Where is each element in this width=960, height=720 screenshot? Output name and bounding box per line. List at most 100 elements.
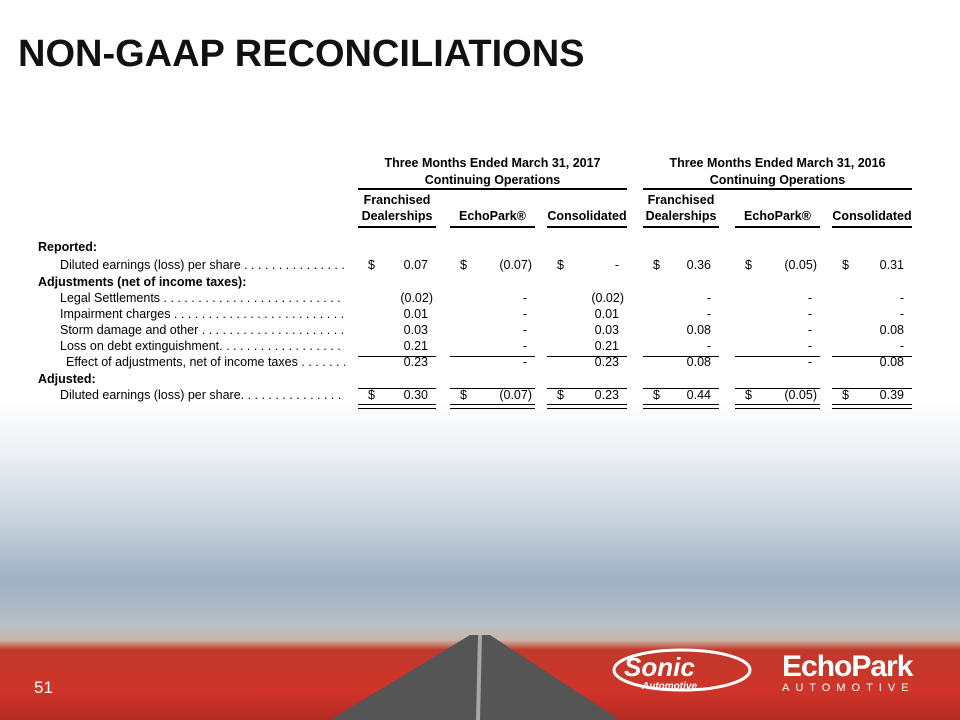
column-header-line2: Dealerships xyxy=(361,209,433,223)
column-header-line2: Consolidated xyxy=(547,209,627,223)
table-cell: 0.01 xyxy=(594,307,619,321)
sonic-automotive-logo: Sonic Automotive xyxy=(612,648,752,692)
table-cell: 0.23 xyxy=(403,355,428,369)
section-label: Reported: xyxy=(38,240,98,254)
currency-symbol: $ xyxy=(745,258,752,272)
table-cell: 0.08 xyxy=(686,323,711,337)
column-header-line1: Franchised xyxy=(363,193,431,207)
total-double-rule xyxy=(358,404,436,409)
header-rule xyxy=(358,188,627,190)
currency-symbol: $ xyxy=(460,388,467,402)
total-double-rule xyxy=(832,404,912,409)
column-header-rule xyxy=(735,226,820,228)
total-rule-top xyxy=(643,388,719,389)
row-label: Impairment charges . . . . . . . . . . .… xyxy=(60,307,345,321)
table-cell: - xyxy=(899,339,904,353)
table-cell: 0.07 xyxy=(403,258,428,272)
period-title: Three Months Ended March 31, 2017 xyxy=(384,156,601,170)
table-cell: 0.08 xyxy=(686,355,711,369)
column-header-rule xyxy=(547,226,627,228)
subtotal-rule xyxy=(735,356,820,357)
echopark-logo-text: EchoPark xyxy=(782,650,913,683)
table-cell: - xyxy=(807,323,812,337)
total-rule-top xyxy=(450,388,535,389)
column-header-line2: Consolidated xyxy=(832,209,912,223)
table-cell: 0.03 xyxy=(594,323,619,337)
total-rule-top xyxy=(832,388,912,389)
table-cell: - xyxy=(807,307,812,321)
echopark-logo: EchoPark AUTOMOTIVE xyxy=(782,650,915,694)
row-label: Diluted earnings (loss) per share . . . … xyxy=(60,258,345,272)
road-background-image xyxy=(330,635,620,720)
total-rule-top xyxy=(547,388,627,389)
column-header-rule xyxy=(832,226,912,228)
table-cell: - xyxy=(807,339,812,353)
table-cell: - xyxy=(706,291,711,305)
row-label: Loss on debt extinguishment. . . . . . .… xyxy=(60,339,345,353)
table-cell: 0.21 xyxy=(403,339,428,353)
column-header-line1: Franchised xyxy=(647,193,715,207)
row-label: Effect of adjustments, net of income tax… xyxy=(66,355,345,369)
table-cell: - xyxy=(522,339,527,353)
row-label: Diluted earnings (loss) per share. . . .… xyxy=(60,388,345,402)
table-cell: 0.36 xyxy=(686,258,711,272)
column-header-rule xyxy=(358,226,436,228)
table-cell: 0.01 xyxy=(403,307,428,321)
currency-symbol: $ xyxy=(368,388,375,402)
subtotal-rule xyxy=(832,356,912,357)
column-header-line2: Dealerships xyxy=(645,209,717,223)
table-cell: 0.23 xyxy=(594,355,619,369)
table-cell: (0.05) xyxy=(784,258,817,272)
echopark-logo-subtext: AUTOMOTIVE xyxy=(782,682,915,694)
table-cell: - xyxy=(614,258,619,272)
table-cell: - xyxy=(899,307,904,321)
subtotal-rule xyxy=(643,356,719,357)
section-label: Adjusted: xyxy=(38,372,96,386)
table-cell: - xyxy=(522,291,527,305)
table-cell: (0.02) xyxy=(400,291,433,305)
svg-text:Automotive: Automotive xyxy=(641,681,697,692)
table-cell: 0.30 xyxy=(403,388,428,402)
column-header-line2: EchoPark® xyxy=(744,209,811,223)
page-title: NON-GAAP RECONCILIATIONS xyxy=(18,33,585,75)
currency-symbol: $ xyxy=(368,258,375,272)
table-cell: - xyxy=(899,291,904,305)
currency-symbol: $ xyxy=(557,388,564,402)
header-rule xyxy=(643,188,912,190)
column-header-rule xyxy=(450,226,535,228)
page-number: 51 xyxy=(34,678,53,697)
total-rule-top xyxy=(358,388,436,389)
currency-symbol: $ xyxy=(842,258,849,272)
table-cell: - xyxy=(807,355,812,369)
table-cell: (0.07) xyxy=(499,388,532,402)
table-cell: 0.31 xyxy=(879,258,904,272)
table-cell: 0.08 xyxy=(879,323,904,337)
currency-symbol: $ xyxy=(460,258,467,272)
table-cell: 0.03 xyxy=(403,323,428,337)
table-cell: - xyxy=(522,323,527,337)
column-header-rule xyxy=(643,226,719,228)
table-cell: (0.07) xyxy=(499,258,532,272)
table-cell: 0.21 xyxy=(594,339,619,353)
currency-symbol: $ xyxy=(557,258,564,272)
period-subtitle: Continuing Operations xyxy=(709,173,846,187)
table-cell: - xyxy=(807,291,812,305)
total-double-rule xyxy=(735,404,820,409)
currency-symbol: $ xyxy=(653,388,660,402)
total-double-rule xyxy=(450,404,535,409)
currency-symbol: $ xyxy=(842,388,849,402)
table-cell: 0.39 xyxy=(879,388,904,402)
column-header-line2: EchoPark® xyxy=(459,209,526,223)
table-cell: (0.05) xyxy=(784,388,817,402)
row-label: Legal Settlements . . . . . . . . . . . … xyxy=(60,291,345,305)
table-cell: 0.23 xyxy=(594,388,619,402)
row-label: Storm damage and other . . . . . . . . .… xyxy=(60,323,345,337)
subtotal-rule xyxy=(450,356,535,357)
period-title: Three Months Ended March 31, 2016 xyxy=(669,156,886,170)
subtotal-rule xyxy=(358,356,436,357)
table-cell: - xyxy=(706,339,711,353)
table-cell: - xyxy=(522,355,527,369)
currency-symbol: $ xyxy=(653,258,660,272)
table-cell: - xyxy=(706,307,711,321)
subtotal-rule xyxy=(547,356,627,357)
